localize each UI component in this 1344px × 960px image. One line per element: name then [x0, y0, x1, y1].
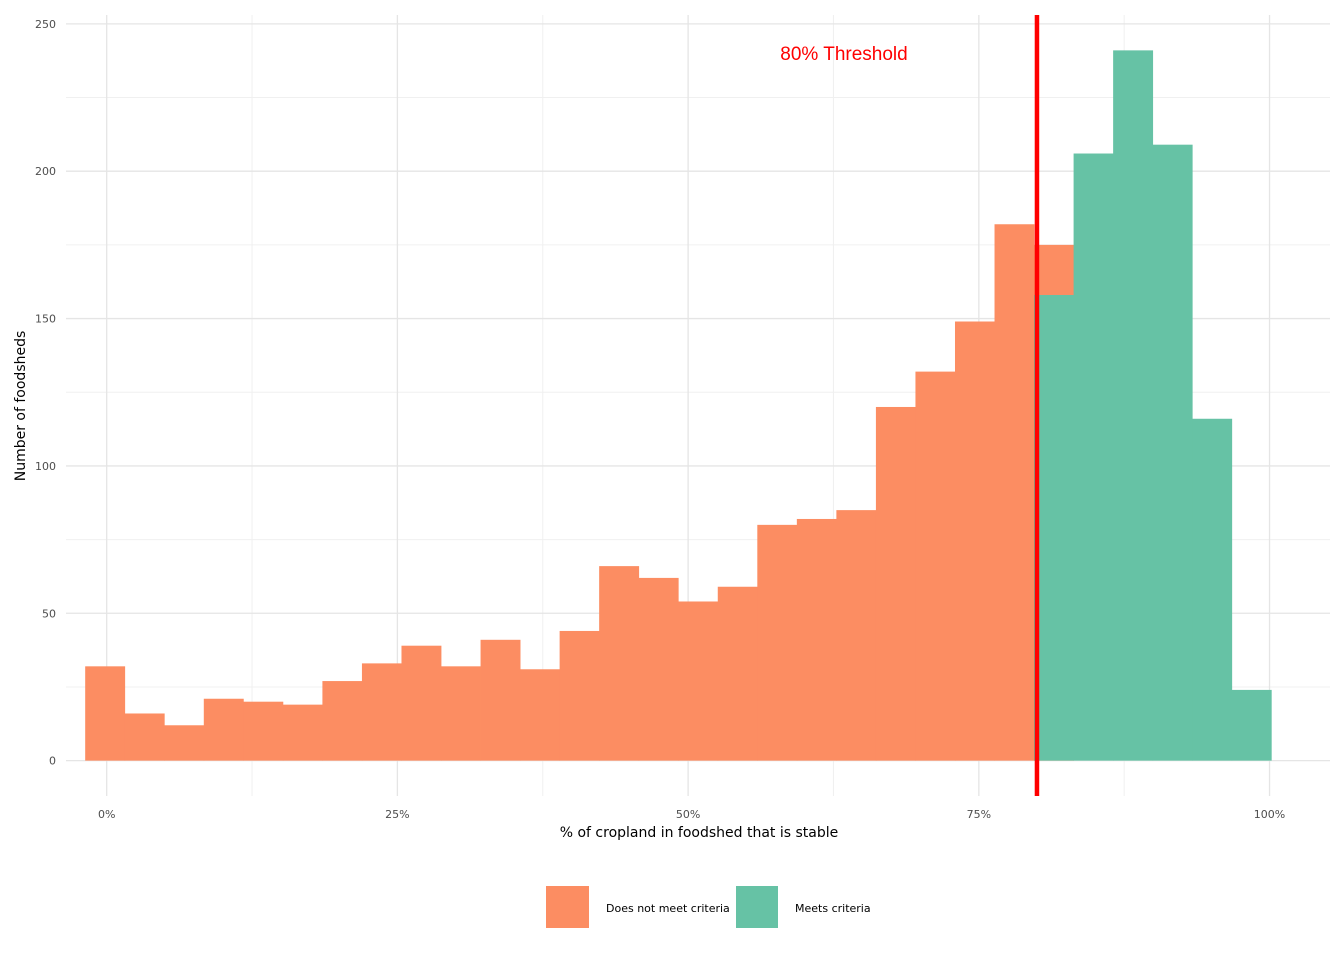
y-tick-label: 0: [49, 755, 56, 768]
bar-does-not-meet: [994, 224, 1035, 761]
y-axis-ticks: 0 50 100 150 200 250: [35, 18, 56, 768]
bar-does-not-meet: [796, 518, 837, 761]
bar-does-not-meet: [875, 406, 916, 761]
bar-does-not-meet: [243, 701, 284, 761]
bar-does-not-meet: [954, 321, 995, 761]
threshold-group: 80% Threshold: [780, 15, 1040, 796]
legend-swatch-not-meet: [546, 886, 589, 928]
legend-swatch-meets: [736, 886, 778, 928]
y-tick-label: 100: [35, 460, 56, 473]
bar-does-not-meet: [401, 645, 442, 761]
bar-does-not-meet: [638, 577, 679, 761]
bar-meets: [1231, 689, 1272, 761]
bar-does-not-meet: [124, 713, 165, 761]
bar-does-not-meet: [599, 566, 640, 761]
bar-does-not-meet: [203, 698, 244, 761]
x-axis-title: % of cropland in foodshed that is stable: [560, 825, 839, 841]
x-tick-label: 75%: [967, 808, 991, 821]
bar-meets: [1152, 144, 1193, 761]
y-tick-label: 250: [35, 18, 56, 31]
bar-does-not-meet: [757, 524, 798, 761]
bar-does-not-meet: [164, 725, 205, 761]
x-tick-label: 50%: [676, 808, 700, 821]
bar-does-not-meet: [559, 630, 600, 761]
x-tick-label: 100%: [1254, 808, 1285, 821]
bar-does-not-meet: [361, 663, 402, 761]
bar-meets: [1192, 418, 1233, 761]
bar-does-not-meet: [915, 371, 956, 761]
histogram-bars: [85, 50, 1272, 761]
x-tick-label: 0%: [98, 808, 115, 821]
bar-does-not-meet: [836, 510, 877, 761]
bar-does-not-meet: [480, 639, 521, 761]
legend-label-not-meet: Does not meet criteria: [606, 902, 730, 915]
bar-does-not-meet: [678, 601, 719, 761]
y-tick-label: 50: [42, 607, 56, 620]
y-axis-title: Number of foodsheds: [13, 331, 29, 482]
legend-label-meets: Meets criteria: [795, 902, 871, 915]
bar-does-not-meet: [441, 666, 481, 761]
x-tick-label: 25%: [385, 808, 409, 821]
bar-meets: [1113, 50, 1154, 761]
bar-does-not-meet: [717, 586, 758, 761]
y-tick-label: 200: [35, 165, 56, 178]
bar-does-not-meet: [85, 666, 126, 761]
y-tick-label: 150: [35, 313, 56, 326]
x-axis-ticks: 0% 25% 50% 75% 100%: [98, 808, 1285, 821]
legend: Does not meet criteria Meets criteria: [546, 886, 871, 928]
threshold-label: 80% Threshold: [780, 44, 907, 65]
bar-meets: [1034, 294, 1074, 761]
bar-does-not-meet: [282, 704, 323, 761]
bar-does-not-meet: [322, 681, 363, 761]
bar-does-not-meet: [520, 669, 561, 761]
bar-meets: [1073, 153, 1114, 761]
